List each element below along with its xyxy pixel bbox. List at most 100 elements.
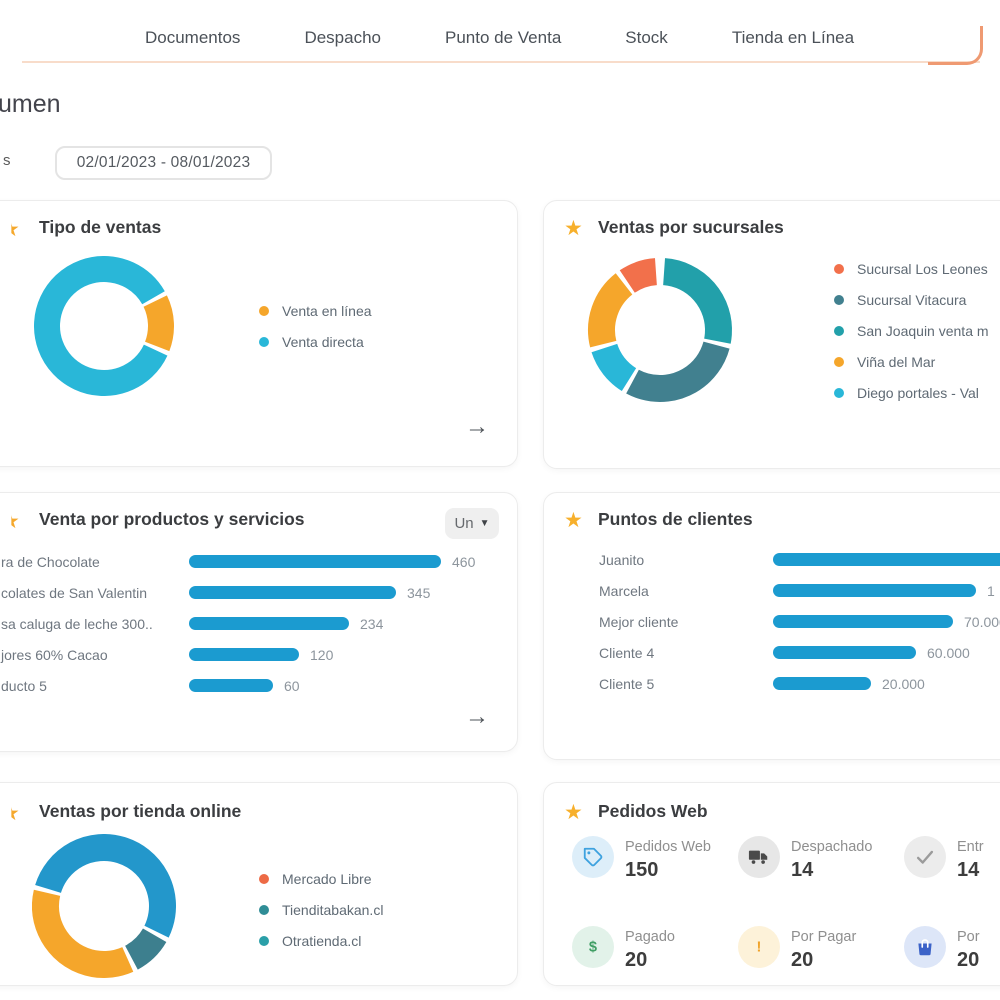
card-detail-arrow[interactable]: → [465,703,489,730]
legend-dot-icon [834,325,844,336]
star-icon: ★ [564,801,583,824]
card-pedidos-web: ★ Pedidos Web Pedidos Web 150 Despachado… [543,782,1000,986]
bar [189,679,273,692]
card-title: Venta por productos y servicios [39,509,305,529]
legend-item: Venta directa [259,326,372,357]
legend-dot-icon [259,873,269,884]
legend-dot-icon [834,387,844,398]
nav-tab-stock[interactable]: Stock [625,28,668,47]
card-detail-arrow[interactable]: → [465,413,489,440]
legend-label: San Joaquin venta m [857,322,989,339]
bar-value-label: 345 [407,584,431,601]
svg-text:$: $ [589,940,597,956]
bar-row: Cliente 5 20.000 [599,668,1000,699]
legend-label: Venta en línea [282,302,372,319]
legend-dot-icon [834,356,844,367]
page-title: umen [0,90,61,118]
bar [189,555,441,568]
bar-value-label: 1 [987,582,995,599]
bar-row: ra de Chocolate 460 [1,546,475,577]
chevron-down-icon: ▼ [479,518,490,529]
nav-tab-despacho[interactable]: Despacho [304,28,381,47]
legend-label: Sucursal Los Leones [857,260,988,277]
stat-label: Entr [957,839,984,855]
pedidos-web-stats: Pedidos Web 150 Despachado 14 Entr 14 $ … [572,836,1000,972]
active-tab-indicator [928,26,983,65]
stat-item: $ Pagado 20 [572,926,738,972]
stat-item: Pedidos Web 150 [572,836,738,882]
bar [773,553,1000,566]
card-title: Ventas por sucursales [598,217,784,237]
star-icon: ★ [1,510,20,533]
stat-value: 20 [791,949,814,971]
stat-label: Por Pagar [791,929,857,945]
dollar-icon: $ [572,926,614,968]
legend-dot-icon [259,336,269,347]
bar [189,617,349,630]
card-title: Tipo de ventas [39,217,162,237]
bar-value-label: 460 [452,553,476,570]
card-title: Pedidos Web [598,801,708,821]
bar-row: Cliente 4 60.000 [599,637,1000,668]
stat-item: Despachado 14 [738,836,904,882]
bar-value-label: 60 [284,677,300,694]
stat-label: Pagado [625,929,675,945]
bar [773,615,953,628]
sucursales-legend: Sucursal Los Leones Sucursal Vitacura Sa… [834,253,989,408]
bar-row: ducto 5 60 [1,670,475,701]
bar-category-label: sa caluga de leche 300.. [1,615,153,632]
legend-item: Sucursal Los Leones [834,253,989,284]
card-ventas-tienda-online: ★ Ventas por tienda online Mercado Libre… [0,782,518,986]
legend-item: Mercado Libre [259,863,383,894]
legend-label: Otratienda.cl [282,932,362,949]
nav-tab-tienda-en-l-nea[interactable]: Tienda en Línea [731,28,855,47]
bar-row: Marcela 1 [599,575,1000,606]
unit-select-value: Un [454,515,474,532]
star-icon: ★ [1,218,20,241]
card-title: Ventas por tienda online [39,801,242,821]
stat-value: 14 [957,859,980,881]
legend-label: Sucursal Vitacura [857,291,967,308]
bar [189,586,396,599]
stat-value: 20 [625,949,648,971]
unit-select-dropdown[interactable]: Un ▼ [445,508,499,539]
legend-label: Diego portales - Val [857,384,979,401]
nav-tab-punto-de-venta[interactable]: Punto de Venta [445,28,562,47]
bar-category-label: ra de Chocolate [1,553,100,570]
tag-icon [572,836,614,878]
bar-row: Juanito [599,544,1000,575]
legend-dot-icon [834,294,844,305]
nav-tab-documentos[interactable]: Documentos [145,28,241,47]
stat-label: Despachado [791,839,873,855]
star-icon: ★ [564,509,583,532]
stat-item: ! Por Pagar 20 [738,926,904,972]
tipo-de-ventas-donut-chart [33,256,174,401]
bar-category-label: ducto 5 [1,677,47,694]
card-tipo-de-ventas: ★ Tipo de ventas Venta en línea Venta di… [0,200,518,467]
bar-category-label: colates de San Valentin [1,584,148,601]
legend-dot-icon [259,935,269,946]
tienda-online-legend: Mercado Libre Tienditabakan.cl Otratiend… [259,863,383,956]
legend-item: San Joaquin venta m [834,315,989,346]
star-icon: ★ [1,802,20,825]
stat-label: Pedidos Web [625,839,711,855]
nav-underline [22,61,980,63]
bar-row: Mejor cliente 70.000 [599,606,1000,637]
bar [773,677,871,690]
legend-item: Otratienda.cl [259,925,383,956]
bar [773,584,976,597]
legend-dot-icon [259,904,269,915]
bar-value-label: 234 [360,615,384,632]
stat-item: Entr 14 [904,836,1000,882]
bar-category-label: Juanito [599,551,645,568]
check-icon [904,836,946,878]
bar-value-label: 120 [310,646,334,663]
nav-tabs: Documentos Despacho Punto de Venta Stock Tie… [145,28,854,48]
card-ventas-por-sucursales: ★ Ventas por sucursales Sucursal Los Leo… [543,200,1000,469]
bar [773,646,916,659]
legend-item: Viña del Mar [834,346,989,377]
bar-value-label: 70.000 [964,613,1000,630]
date-range-input[interactable]: 02/01/2023 - 08/01/2023 [55,146,272,180]
bar-category-label: Cliente 4 [599,644,655,661]
date-filter-label: s [3,152,11,169]
